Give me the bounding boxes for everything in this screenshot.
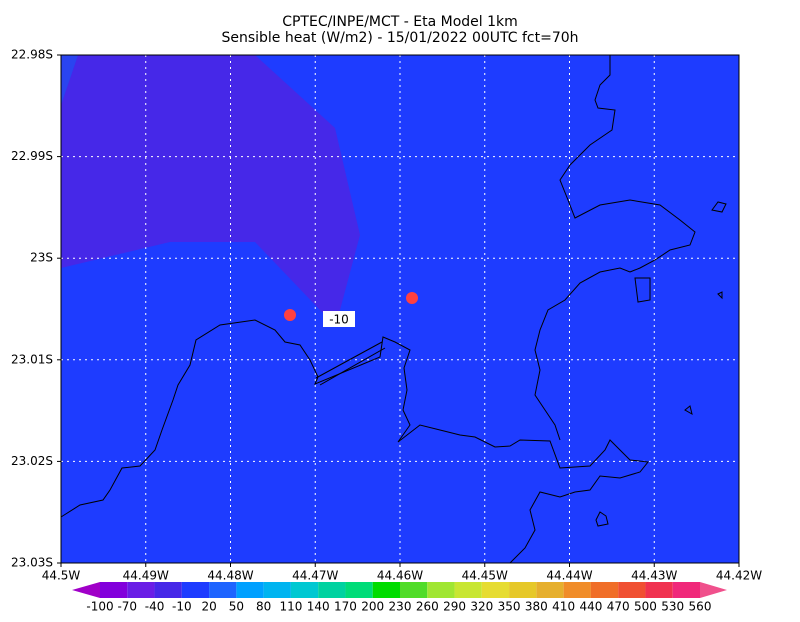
- x-tick-label: 44.48W: [207, 569, 253, 583]
- x-tick-label: 44.42W: [716, 569, 762, 583]
- x-tick-label: 44.5W: [42, 569, 81, 583]
- coastline: [60, 55, 727, 564]
- colorbar-arrow: [72, 582, 100, 598]
- colorbar-label: 260: [416, 600, 439, 614]
- colorbar-label: 470: [607, 600, 630, 614]
- colorbar-box: [372, 582, 400, 598]
- colorbar-box: [645, 582, 673, 598]
- colorbar-box: [672, 582, 700, 598]
- colorbar-box: [236, 582, 264, 598]
- colorbar-box: [563, 582, 591, 598]
- colorbar-box: [481, 582, 510, 598]
- station-marker: [284, 309, 296, 321]
- field-region-edge: [61, 55, 78, 105]
- colorbar-box: [345, 582, 373, 598]
- colorbar-label: 110: [279, 600, 302, 614]
- colorbar-label: 230: [389, 600, 412, 614]
- colorbar-label: 560: [689, 600, 712, 614]
- x-tick-label: 44.47W: [292, 569, 338, 583]
- colorbar-label: 380: [525, 600, 548, 614]
- colorbar-box: [209, 582, 237, 598]
- colorbar-label: -70: [117, 600, 137, 614]
- x-tick-label: 44.44W: [546, 569, 592, 583]
- colorbar-box: [181, 582, 210, 598]
- y-tick-label: 23S: [30, 251, 53, 265]
- y-tick-label: 23.01S: [11, 352, 53, 366]
- colorbar-label: 350: [498, 600, 521, 614]
- y-tick-label: 23.02S: [11, 454, 53, 468]
- colorbar-label: 290: [443, 600, 466, 614]
- colorbar-label: 140: [307, 600, 330, 614]
- colorbar-box: [454, 582, 482, 598]
- colorbar-box: [154, 582, 182, 598]
- colorbar-label: 320: [470, 600, 493, 614]
- y-tick-label: 23.03S: [11, 556, 53, 570]
- colorbar-label: 500: [634, 600, 657, 614]
- colorbar-box: [318, 582, 346, 598]
- colorbar-box: [100, 582, 128, 598]
- colorbar-box: [427, 582, 455, 598]
- colorbar-box: [509, 582, 537, 598]
- x-tick-label: 44.43W: [631, 569, 677, 583]
- colorbar-label: 50: [229, 600, 244, 614]
- colorbar-label: 440: [579, 600, 602, 614]
- colorbar-label: -10: [172, 600, 192, 614]
- colorbar-box: [127, 582, 155, 598]
- colorbar-box: [618, 582, 646, 598]
- colorbar-label: 200: [361, 600, 384, 614]
- colorbar-label: -40: [145, 600, 165, 614]
- colorbar-label: 530: [661, 600, 684, 614]
- field-region: [61, 55, 360, 320]
- colorbar-label: 410: [552, 600, 575, 614]
- station-marker: [406, 292, 418, 304]
- colorbar-arrow: [700, 582, 727, 598]
- contour-label: -10: [329, 313, 349, 327]
- y-tick-label: 22.98S: [11, 48, 53, 62]
- x-tick-label: 44.45W: [462, 569, 508, 583]
- colorbar-label: 80: [256, 600, 271, 614]
- colorbar-label: 20: [201, 600, 216, 614]
- colorbar-box: [400, 582, 428, 598]
- x-tick-label: 44.49W: [123, 569, 169, 583]
- contour-label-box: [323, 311, 355, 327]
- subtitle: Sensible heat (W/m2) - 15/01/2022 00UTC …: [221, 30, 578, 46]
- y-tick-label: 22.99S: [11, 149, 53, 163]
- colorbar-box: [536, 582, 564, 598]
- colorbar-box: [290, 582, 319, 598]
- x-tick-label: 44.46W: [377, 569, 423, 583]
- title: CPTEC/INPE/MCT - Eta Model 1km: [282, 14, 518, 30]
- colorbar-label: -100: [86, 600, 113, 614]
- colorbar-box: [590, 582, 619, 598]
- colorbar-label: 170: [334, 600, 357, 614]
- colorbar-box: [263, 582, 291, 598]
